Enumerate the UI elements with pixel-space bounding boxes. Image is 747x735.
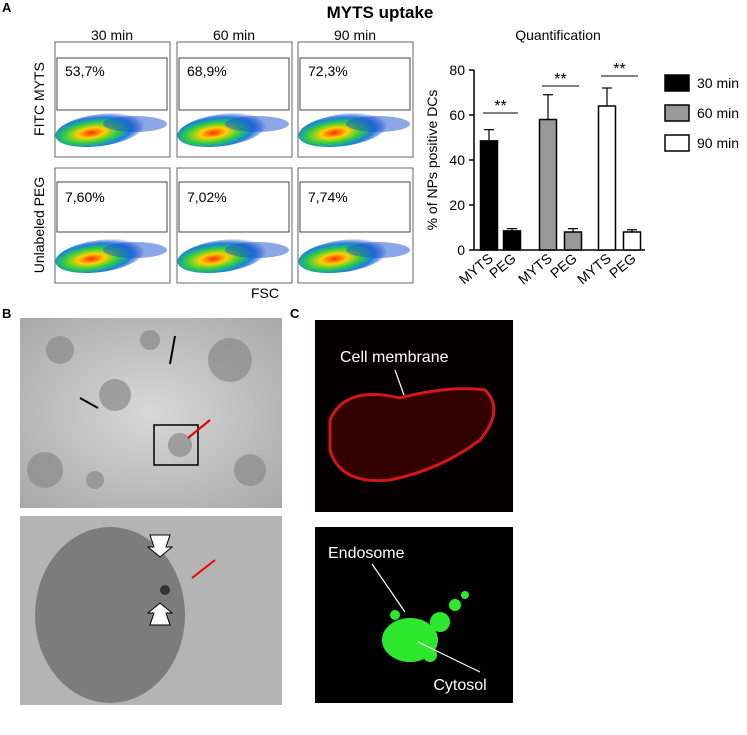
y-tick-label: 0 — [457, 242, 465, 258]
gate — [299, 57, 411, 111]
fluor-image — [315, 527, 513, 703]
y-tick-label: 40 — [449, 152, 465, 168]
gate — [178, 57, 290, 111]
flow-density — [103, 242, 167, 258]
legend-swatch — [664, 74, 690, 92]
legend-label: 60 min — [697, 105, 739, 121]
legend-swatch — [664, 134, 690, 152]
flow-density — [346, 242, 410, 258]
pointer — [417, 641, 481, 673]
flow-density — [103, 116, 167, 132]
em-organelle — [35, 527, 185, 703]
significance: ** — [494, 98, 506, 115]
pointer — [371, 563, 406, 613]
row-label: FITC MYTS — [31, 62, 47, 136]
endosome-stain — [382, 591, 469, 662]
gate — [299, 181, 411, 233]
bar — [563, 231, 583, 251]
y-tick-label: 20 — [449, 197, 465, 213]
figure-title: MYTS uptake — [327, 3, 434, 22]
gate-percent: 7,74% — [308, 189, 348, 205]
em-particle — [160, 585, 170, 595]
x-tick-label: PEG — [606, 250, 639, 281]
legend-swatch — [664, 104, 690, 122]
x-tick-label: PEG — [486, 250, 519, 281]
em-texture — [27, 330, 266, 489]
gate — [178, 181, 290, 233]
legend-label: 90 min — [697, 135, 739, 151]
red-arrow — [187, 419, 211, 439]
y-tick-label: 60 — [449, 107, 465, 123]
column-label: 90 min — [334, 27, 376, 43]
zoom-box — [153, 424, 199, 466]
gate-percent: 53,7% — [65, 63, 105, 79]
gate-percent: 72,3% — [308, 63, 348, 79]
bar — [479, 140, 499, 251]
gate — [56, 57, 168, 111]
flow-density — [346, 116, 410, 132]
legend-label: 30 min — [697, 75, 739, 91]
panel-label: B — [2, 306, 11, 321]
significance: ** — [613, 61, 625, 78]
bar — [502, 230, 522, 251]
panel-label: A — [2, 0, 12, 15]
red-arrow — [191, 559, 216, 579]
y-tick-label: 80 — [449, 62, 465, 78]
gate — [56, 181, 168, 233]
gate-percent: 7,02% — [187, 189, 227, 205]
label: Cytosol — [433, 677, 486, 694]
pointer — [394, 369, 405, 396]
flow-density — [225, 116, 289, 132]
column-label: 60 min — [213, 27, 255, 43]
bar — [622, 231, 642, 251]
gate-percent: 68,9% — [187, 63, 227, 79]
bar — [597, 105, 617, 251]
significance: ** — [554, 71, 566, 88]
label: Endosome — [328, 545, 405, 562]
column-label: 30 min — [91, 27, 133, 43]
gate-percent: 7,60% — [65, 189, 105, 205]
panel-label: C — [290, 306, 300, 321]
bar — [538, 118, 558, 251]
membrane-stain — [328, 387, 496, 483]
row-label: Unlabeled PEG — [31, 177, 47, 274]
y-axis-label: % of NPs positive DCs — [424, 90, 440, 231]
flow-density — [225, 242, 289, 258]
label: Cell membrane — [340, 349, 449, 366]
open-arrows — [146, 534, 174, 626]
chart-title: Quantification — [515, 27, 601, 43]
flow-x-label: FSC — [251, 285, 279, 301]
